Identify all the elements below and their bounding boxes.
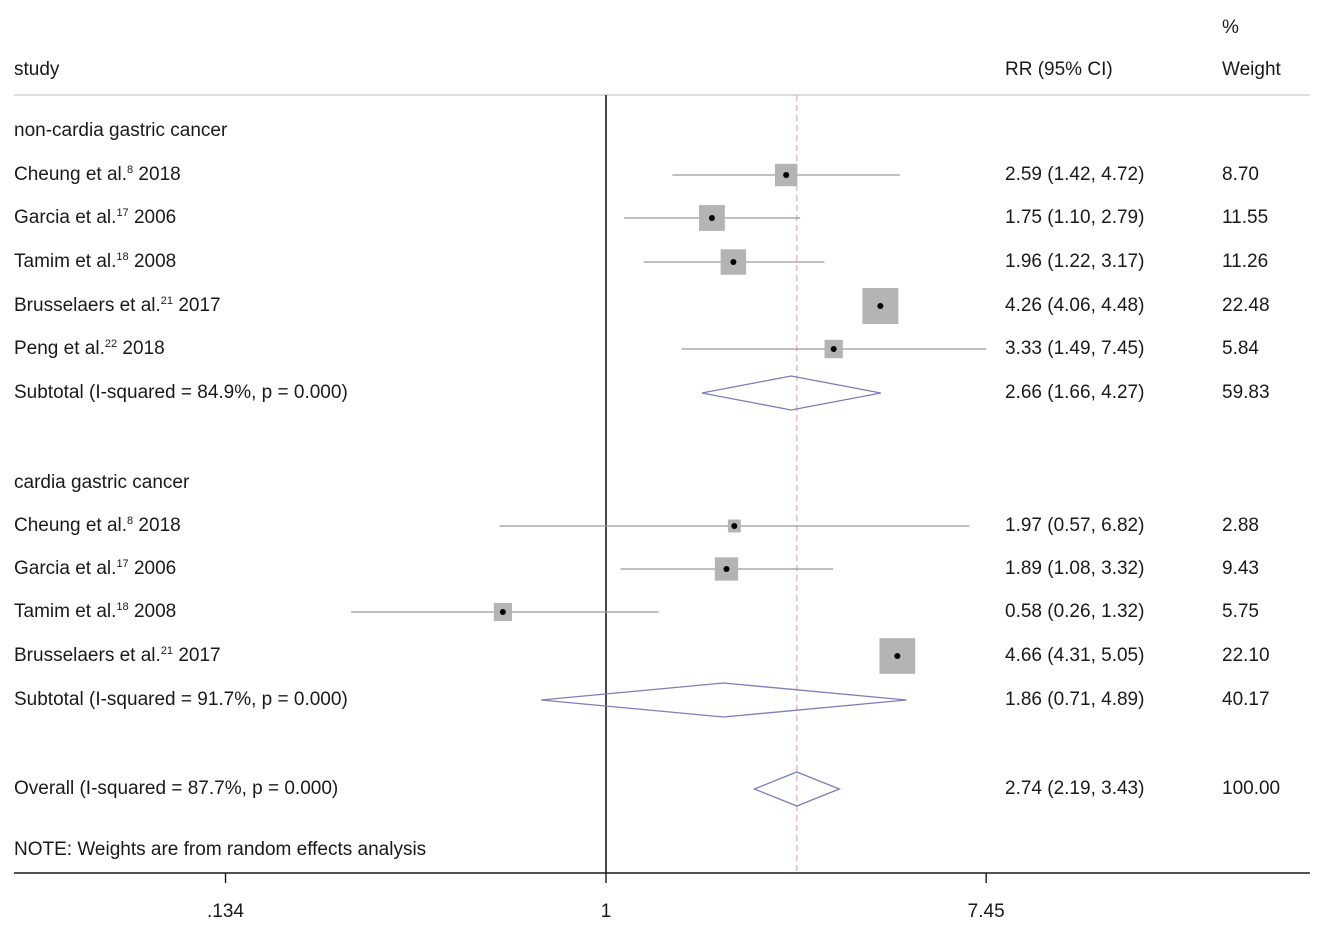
- point-estimate: [731, 523, 738, 529]
- study-label: Garcia et al.17 2006: [14, 558, 177, 579]
- reference-superscript: 18: [116, 601, 129, 613]
- study-label: Cheung et al.8 2018: [14, 515, 181, 536]
- rr-ci-value: 0.58 (0.26, 1.32): [1005, 601, 1145, 622]
- rr-column-header: RR (95% CI): [1005, 59, 1113, 80]
- study-label: Brusselaers et al.21 2017: [14, 295, 221, 316]
- reference-superscript: 17: [116, 207, 129, 219]
- rr-ci-value: 1.75 (1.10, 2.79): [1005, 207, 1145, 228]
- x-axis-tick-label: 1: [601, 901, 612, 922]
- reference-superscript: 18: [116, 251, 129, 263]
- weight-column-header: Weight: [1222, 59, 1281, 80]
- point-estimate: [877, 303, 884, 309]
- point-estimate: [894, 653, 901, 659]
- reference-superscript: 17: [116, 558, 129, 570]
- study-label: Tamim et al.18 2008: [14, 601, 177, 622]
- subtotal-diamond: [701, 375, 881, 411]
- overall-diamond: [752, 771, 842, 807]
- study-label: Tamim et al.18 2008: [14, 251, 177, 272]
- study-label: Garcia et al.17 2006: [14, 207, 177, 228]
- x-axis-tick-label: .134: [207, 901, 244, 922]
- x-axis-tick-label: 7.45: [968, 901, 1005, 922]
- rr-ci-value: 4.66 (4.31, 5.05): [1005, 645, 1145, 666]
- weight-value: 5.84: [1222, 338, 1259, 359]
- weights-note: NOTE: Weights are from random effects an…: [14, 839, 427, 860]
- reference-superscript: 8: [127, 164, 134, 176]
- study-label: Cheung et al.8 2018: [14, 164, 181, 185]
- weight-value: 40.17: [1222, 689, 1270, 710]
- point-estimate: [830, 346, 837, 352]
- weight-percent-header: %: [1222, 17, 1239, 38]
- rr-ci-value: 2.74 (2.19, 3.43): [1005, 778, 1145, 799]
- weight-value: 5.75: [1222, 601, 1259, 622]
- reference-superscript: 21: [160, 295, 174, 307]
- rr-ci-value: 2.59 (1.42, 4.72): [1005, 164, 1145, 185]
- subtotal-diamond: [541, 682, 907, 718]
- weight-value: 59.83: [1222, 382, 1270, 403]
- subtotal-label: Subtotal (I-squared = 84.9%, p = 0.000): [14, 382, 348, 403]
- weight-value: 11.55: [1222, 207, 1269, 228]
- overall-label: Overall (I-squared = 87.7%, p = 0.000): [14, 778, 339, 799]
- weight-value: 8.70: [1222, 164, 1259, 185]
- rr-ci-value: 1.86 (0.71, 4.89): [1005, 689, 1145, 710]
- weight-value: 11.26: [1222, 251, 1269, 272]
- weight-value: 22.10: [1222, 645, 1270, 666]
- weight-value: 22.48: [1222, 295, 1270, 316]
- subgroup-heading: cardia gastric cancer: [14, 472, 190, 493]
- rr-ci-value: 1.89 (1.08, 3.32): [1005, 558, 1145, 579]
- point-estimate: [723, 566, 730, 572]
- rr-ci-value: 1.97 (0.57, 6.82): [1005, 515, 1145, 536]
- rr-ci-value: 2.66 (1.66, 4.27): [1005, 382, 1145, 403]
- study-label: Brusselaers et al.21 2017: [14, 645, 221, 666]
- reference-superscript: 22: [104, 338, 118, 350]
- weight-value: 2.88: [1222, 515, 1259, 536]
- point-estimate: [730, 259, 737, 265]
- point-estimate: [499, 609, 506, 615]
- rr-ci-value: 3.33 (1.49, 7.45): [1005, 338, 1145, 359]
- weight-value: 100.00: [1222, 778, 1281, 799]
- reference-superscript: 21: [160, 645, 174, 657]
- rr-ci-value: 4.26 (4.06, 4.48): [1005, 295, 1145, 316]
- reference-superscript: 8: [127, 515, 134, 527]
- point-estimate: [783, 172, 790, 178]
- subgroup-heading: non-cardia gastric cancer: [14, 120, 228, 141]
- rr-ci-value: 1.96 (1.22, 3.17): [1005, 251, 1145, 272]
- weight-value: 9.43: [1222, 558, 1259, 579]
- subtotal-label: Subtotal (I-squared = 91.7%, p = 0.000): [14, 689, 348, 710]
- point-estimate: [708, 215, 715, 221]
- study-label: Peng et al.22 2018: [14, 338, 165, 359]
- study-column-header: study: [14, 59, 60, 80]
